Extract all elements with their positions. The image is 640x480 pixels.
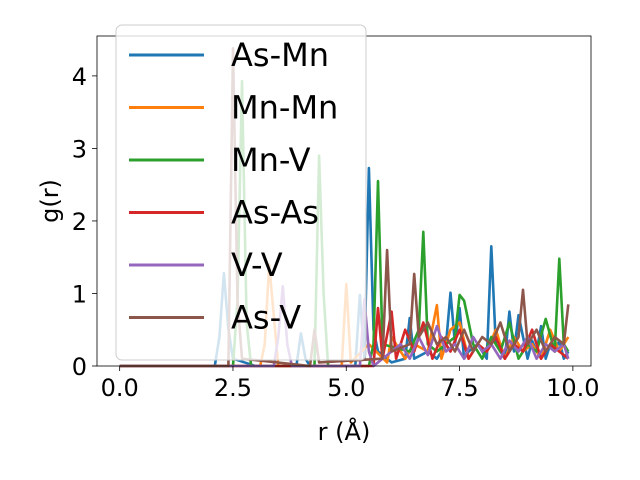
tick-layer: 0.0 2.5 5.0 7.5 10.0 0 1 2 3 4 xyxy=(72,63,600,402)
legend-label: As-Mn xyxy=(231,36,329,74)
legend-label: V-V xyxy=(231,246,283,284)
y-tick-label: 0 xyxy=(72,353,87,381)
x-tick-label: 0.0 xyxy=(101,374,139,402)
legend: As-Mn Mn-Mn Mn-V As-As V-V As-V xyxy=(115,24,367,361)
y-axis-label: g(r) xyxy=(36,179,64,223)
y-tick-label: 4 xyxy=(72,63,87,91)
legend-label: Mn-V xyxy=(231,141,311,179)
legend-label: As-As xyxy=(231,194,319,232)
x-axis-label: r (Å) xyxy=(318,417,371,446)
x-tick-label: 10.0 xyxy=(546,374,599,402)
legend-label: As-V xyxy=(231,299,301,337)
x-tick-label: 2.5 xyxy=(214,374,252,402)
series-line-as-as xyxy=(119,306,570,368)
legend-label: Mn-Mn xyxy=(231,89,338,127)
y-tick-label: 1 xyxy=(72,280,87,308)
x-tick-label: 7.5 xyxy=(440,374,478,402)
y-tick-label: 3 xyxy=(72,135,87,163)
y-tick-label: 2 xyxy=(72,208,87,236)
x-tick-label: 5.0 xyxy=(327,374,365,402)
